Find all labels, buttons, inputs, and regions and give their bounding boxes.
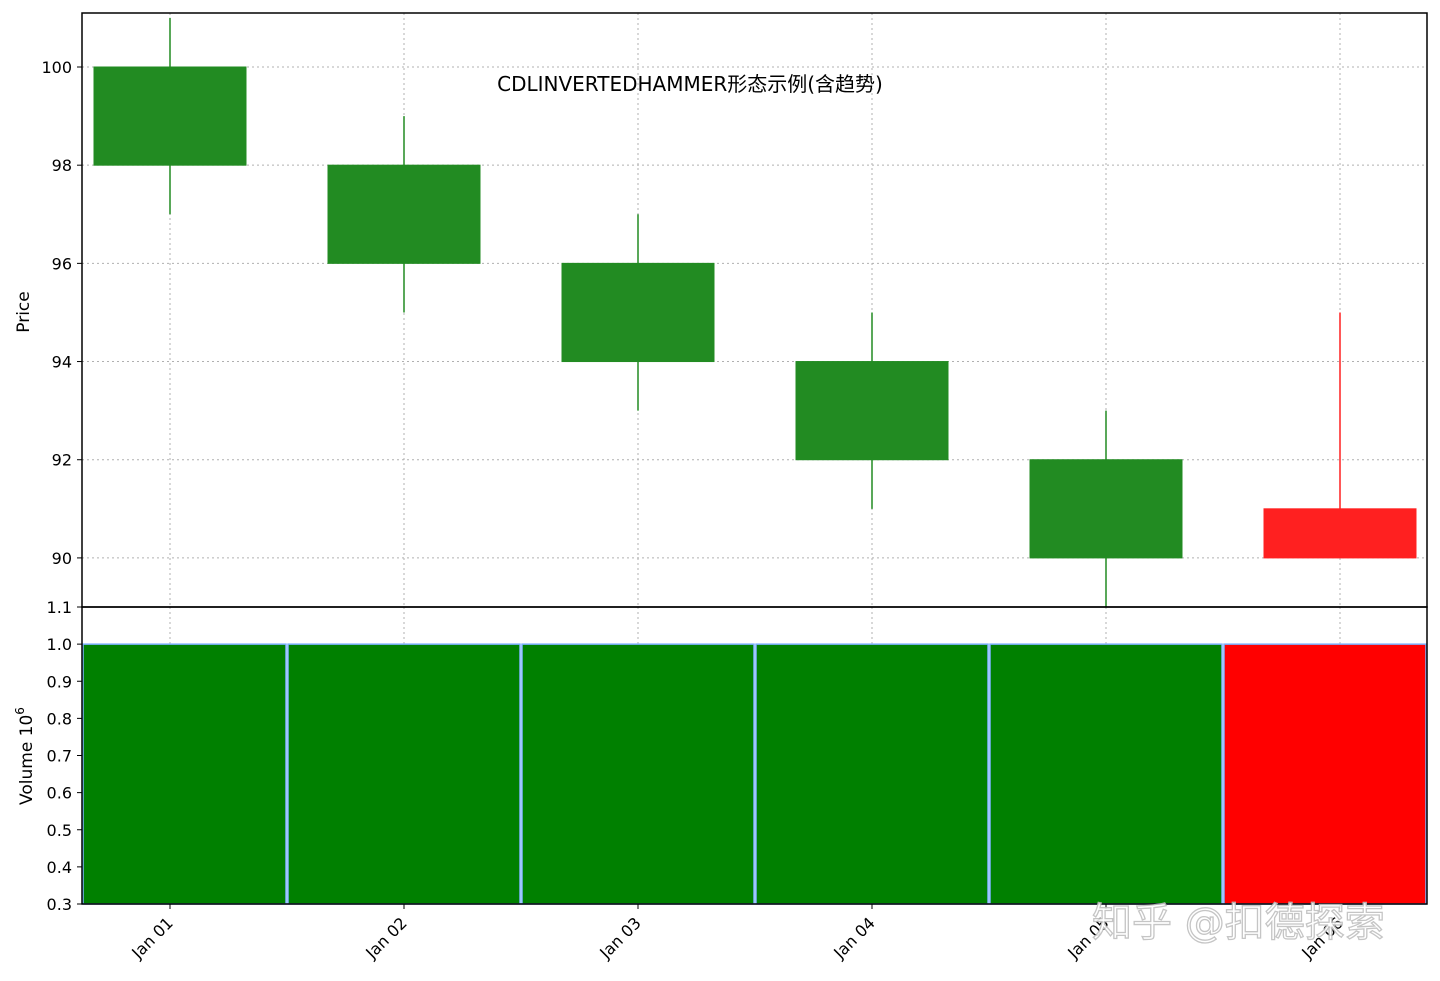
- chart-title: CDLINVERTEDHAMMER形态示例(含趋势): [497, 72, 883, 96]
- volume-tick-label: 0.4: [47, 858, 72, 877]
- volume-bar: [989, 643, 1223, 905]
- candle-body: [327, 164, 481, 264]
- candle-body: [795, 361, 949, 461]
- volume-y-ticks: 0.3 0.4 0.5 0.6 0.7 0.8 0.9 1.0 1.1: [47, 598, 82, 914]
- price-panel-frame: [81, 12, 1428, 608]
- candle-body: [561, 262, 715, 363]
- price-tick-label: 100: [41, 58, 72, 77]
- volume-tick-label: 0.5: [47, 821, 72, 840]
- volume-tick-label: 0.7: [47, 747, 72, 766]
- candle-body: [1263, 508, 1417, 559]
- price-y-ticks: 90 92 94 96 98 100: [41, 58, 82, 568]
- volume-bar: [1223, 643, 1427, 905]
- volume-bar: [521, 643, 755, 905]
- price-axis-label: Price: [14, 291, 34, 332]
- candle-body: [93, 66, 247, 166]
- candles: [93, 17, 1417, 607]
- volume-bar: [755, 643, 989, 905]
- volume-tick-label: 0.6: [47, 784, 72, 803]
- price-tick-label: 96: [52, 254, 72, 273]
- price-tick-label: 98: [52, 156, 72, 175]
- volume-tick-label: 0.8: [47, 709, 72, 728]
- x-tick-label: Jan 02: [361, 913, 411, 963]
- price-tick-label: 94: [52, 353, 72, 372]
- volume-axis-label-text: Volume 10: [17, 715, 37, 805]
- x-tick-label: Jan 01: [127, 913, 177, 963]
- volume-tick-label: 1.1: [47, 598, 72, 617]
- volume-axis-exponent: 6: [13, 707, 27, 715]
- x-tick-label: Jan 04: [829, 913, 879, 963]
- candle-body: [1029, 459, 1183, 559]
- watermark: 知乎 @扣德探索: [1092, 900, 1385, 946]
- volume-bars: [82, 643, 1427, 905]
- price-tick-label: 92: [52, 451, 72, 470]
- volume-bar: [82, 643, 287, 905]
- volume-axis-label: Volume 106: [13, 707, 37, 805]
- volume-tick-label: 0.9: [47, 672, 72, 691]
- x-tick-label: Jan 03: [595, 913, 645, 963]
- volume-bar: [287, 643, 521, 905]
- volume-tick-label: 1.0: [47, 635, 72, 654]
- volume-tick-label: 0.3: [47, 895, 72, 914]
- price-tick-label: 90: [52, 549, 72, 568]
